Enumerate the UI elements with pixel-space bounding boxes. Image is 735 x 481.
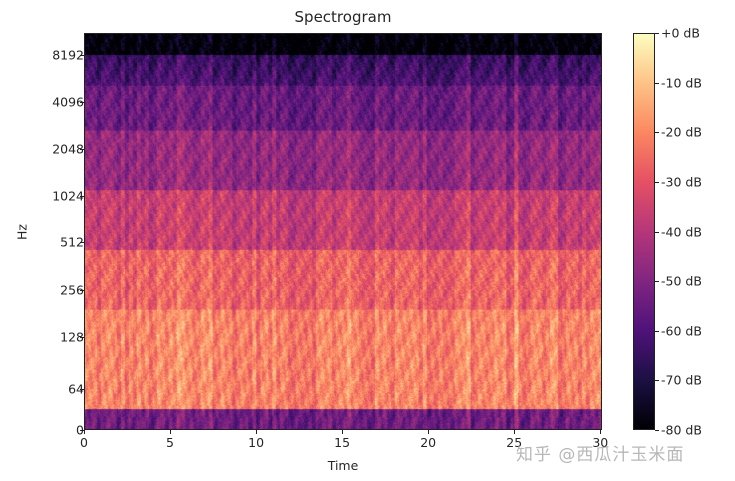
colorbar-tick-mark bbox=[655, 33, 659, 34]
y-tick-label: 2048 bbox=[52, 141, 84, 157]
x-tick-mark bbox=[170, 430, 172, 434]
colorbar-tick-mark bbox=[655, 281, 659, 283]
colorbar-tick-label: -30 dB bbox=[661, 174, 702, 190]
y-tick-label: 256 bbox=[60, 282, 84, 298]
y-tick-mark bbox=[80, 55, 84, 56]
x-tick-mark bbox=[84, 430, 85, 434]
colorbar-tick-label: -50 dB bbox=[661, 273, 702, 289]
colorbar-tick-mark bbox=[655, 231, 659, 233]
x-tick-label: 25 bbox=[506, 435, 523, 450]
y-tick-label: 64 bbox=[68, 381, 84, 397]
x-tick-label: 5 bbox=[166, 435, 175, 450]
colorbar-tick-label: -60 dB bbox=[661, 323, 702, 339]
y-tick-mark bbox=[80, 389, 84, 390]
y-tick-mark bbox=[80, 102, 84, 103]
colorbar-tick-label: -10 dB bbox=[661, 75, 702, 91]
x-tick-mark bbox=[428, 430, 430, 434]
y-tick-mark bbox=[80, 430, 84, 431]
x-tick-mark bbox=[600, 430, 602, 434]
colorbar-tick-label: -80 dB bbox=[661, 422, 702, 438]
y-tick-label: 8192 bbox=[52, 47, 84, 63]
colorbar-tick-label: -70 dB bbox=[661, 372, 702, 388]
colorbar-tick-label: -40 dB bbox=[661, 224, 702, 239]
colorbar bbox=[633, 33, 655, 430]
x-axis-label: Time bbox=[327, 458, 359, 473]
y-tick-label: 1024 bbox=[52, 188, 84, 204]
colorbar-tick-mark bbox=[655, 181, 659, 183]
colorbar-tick-mark bbox=[655, 430, 659, 431]
spectrogram-plot-area bbox=[84, 33, 602, 430]
colorbar-tick-label: -20 dB bbox=[661, 124, 702, 140]
colorbar-tick-mark bbox=[655, 132, 659, 134]
y-tick-mark bbox=[80, 196, 84, 197]
chart-title: Spectrogram bbox=[294, 8, 392, 26]
y-tick-mark bbox=[80, 337, 84, 338]
x-tick-label: 10 bbox=[248, 435, 265, 450]
colorbar-tick-mark bbox=[655, 330, 659, 332]
colorbar-tick-mark bbox=[655, 82, 659, 84]
x-tick-mark bbox=[342, 430, 344, 434]
x-tick-mark bbox=[514, 430, 516, 434]
x-tick-label: 20 bbox=[420, 435, 437, 450]
x-tick-mark bbox=[256, 430, 258, 434]
y-tick-mark bbox=[80, 149, 84, 150]
y-tick-label: 128 bbox=[60, 329, 84, 345]
x-tick-label: 0 bbox=[80, 435, 88, 450]
colorbar-tick-label: +0 dB bbox=[661, 25, 700, 41]
y-tick-mark bbox=[80, 242, 84, 243]
x-tick-label: 30 bbox=[592, 435, 609, 450]
x-tick-label: 15 bbox=[334, 435, 351, 450]
watermark: 知乎 @西瓜汁玉米面 bbox=[516, 445, 685, 465]
y-axis-label: Hz bbox=[14, 224, 30, 240]
spectrogram-image bbox=[85, 34, 601, 429]
y-tick-label: 4096 bbox=[52, 94, 84, 110]
y-tick-mark bbox=[80, 290, 84, 291]
colorbar-tick-mark bbox=[655, 380, 659, 382]
y-tick-label: 512 bbox=[60, 234, 84, 250]
